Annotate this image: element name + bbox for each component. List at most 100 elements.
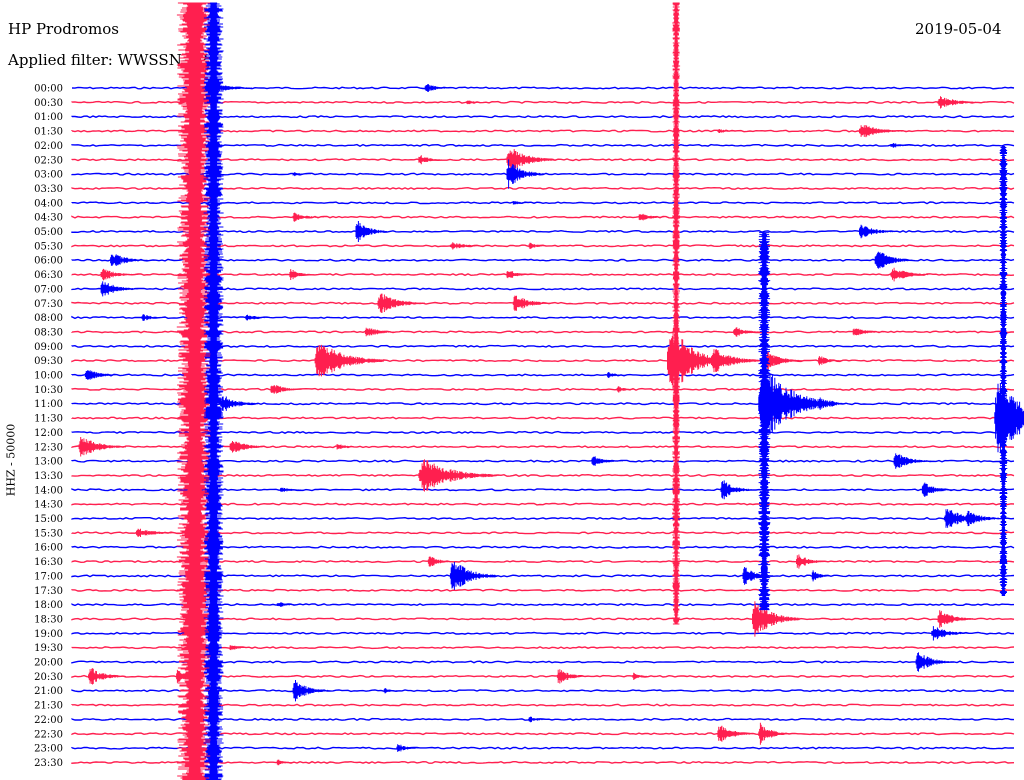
seismic-event xyxy=(859,125,907,138)
time-tick-label: 15:00 xyxy=(34,514,63,525)
large-seismic-spike xyxy=(758,232,771,611)
seismic-event xyxy=(874,251,913,269)
station-title: HP Prodromos xyxy=(8,20,119,38)
seismic-event xyxy=(616,386,636,393)
trace-line xyxy=(71,172,1015,176)
trace-line xyxy=(71,588,1015,592)
trace-line xyxy=(71,287,1015,291)
trace-line xyxy=(71,344,1015,348)
time-tick-label: 16:30 xyxy=(34,557,63,568)
trace-line xyxy=(71,631,1015,635)
seismic-event xyxy=(292,172,312,177)
seismic-event xyxy=(591,456,623,466)
time-tick-label: 07:00 xyxy=(34,284,63,295)
seismic-event xyxy=(937,610,976,628)
time-tick-label: 03:30 xyxy=(34,184,63,195)
trace-line xyxy=(71,430,1015,434)
seismic-event xyxy=(638,213,664,221)
time-tick-label: 06:00 xyxy=(34,256,63,267)
seismic-event xyxy=(556,669,589,684)
seismic-event xyxy=(377,293,425,313)
trace-line xyxy=(71,646,1015,650)
seismic-event xyxy=(292,680,331,702)
trace-line xyxy=(71,459,1015,463)
seismic-event xyxy=(424,84,450,92)
seismic-event xyxy=(100,268,139,281)
trace-line xyxy=(71,143,1015,147)
time-tick-label: 22:00 xyxy=(34,715,63,726)
time-tick-label: 12:00 xyxy=(34,428,63,439)
time-tick-label: 04:00 xyxy=(34,198,63,209)
time-tick-label: 12:30 xyxy=(34,442,63,453)
trace-line xyxy=(71,732,1015,736)
seismic-event xyxy=(966,510,1004,527)
trace-line xyxy=(71,760,1015,764)
seismic-event xyxy=(512,295,551,311)
time-tick-label: 23:00 xyxy=(34,744,63,755)
time-tick-label: 04:30 xyxy=(34,213,63,224)
seismic-event xyxy=(818,397,850,410)
time-tick-label: 19:00 xyxy=(34,629,63,640)
trace-line xyxy=(71,488,1015,492)
time-tick-label: 13:30 xyxy=(34,471,63,482)
time-tick-label: 02:30 xyxy=(34,155,63,166)
seismic-event xyxy=(427,556,453,567)
time-tick-label: 08:00 xyxy=(34,313,63,324)
seismic-event xyxy=(758,722,790,745)
seismic-event xyxy=(931,626,970,641)
trace-line xyxy=(71,445,1015,449)
trace-line xyxy=(71,746,1015,750)
trace-line xyxy=(71,674,1015,679)
seismic-event xyxy=(893,453,932,469)
time-tick-label: 11:00 xyxy=(34,399,63,410)
seismic-event xyxy=(512,201,532,205)
time-tick-label: 17:00 xyxy=(34,571,63,582)
seismic-event xyxy=(355,221,387,242)
time-tick-label: 09:00 xyxy=(34,342,63,353)
seismic-event xyxy=(141,314,167,321)
time-tick-label: 23:30 xyxy=(34,758,63,769)
seismic-event xyxy=(733,327,765,337)
seismic-event xyxy=(336,444,356,450)
time-tick-label: 21:30 xyxy=(34,701,63,712)
seismic-event xyxy=(528,242,554,249)
trace-line xyxy=(71,531,1015,535)
time-tick-label: 00:00 xyxy=(34,84,63,95)
seismic-event xyxy=(280,487,305,492)
trace-line xyxy=(71,387,1014,391)
seismic-event xyxy=(135,528,183,537)
time-tick-label: 18:00 xyxy=(34,600,63,611)
trace-line xyxy=(71,516,1015,521)
trace-line xyxy=(71,359,1015,363)
seismic-event xyxy=(506,159,545,189)
time-tick-label: 20:00 xyxy=(34,658,63,669)
seismic-event xyxy=(752,601,800,637)
seismic-event xyxy=(921,482,954,497)
seismic-event xyxy=(506,271,532,279)
seismic-event xyxy=(449,242,488,250)
seismic-event xyxy=(383,688,403,694)
time-tick-label: 01:30 xyxy=(34,127,63,138)
time-tick-label: 18:30 xyxy=(34,614,63,625)
time-tick-label: 11:30 xyxy=(34,414,63,425)
time-tick-label: 19:30 xyxy=(34,643,63,654)
time-tick-label: 10:30 xyxy=(34,385,63,396)
time-tick-label: 13:00 xyxy=(34,457,63,468)
seismic-event xyxy=(229,645,249,651)
time-tick-label: 09:30 xyxy=(34,356,63,367)
trace-line xyxy=(71,603,1015,607)
seismic-event xyxy=(364,327,397,337)
trace-line xyxy=(71,416,1015,420)
seismic-event xyxy=(276,759,296,766)
time-tick-label: 21:00 xyxy=(34,686,63,697)
seismic-event xyxy=(465,100,491,105)
seismic-event xyxy=(632,672,651,680)
trace-line xyxy=(71,689,1014,693)
seismic-event xyxy=(506,149,554,171)
seismic-event xyxy=(229,441,268,453)
seismic-event xyxy=(607,372,626,378)
trace-line xyxy=(71,229,1015,234)
trace-line xyxy=(71,473,1015,477)
seismic-event xyxy=(994,383,1024,453)
trace-line xyxy=(71,258,1015,262)
